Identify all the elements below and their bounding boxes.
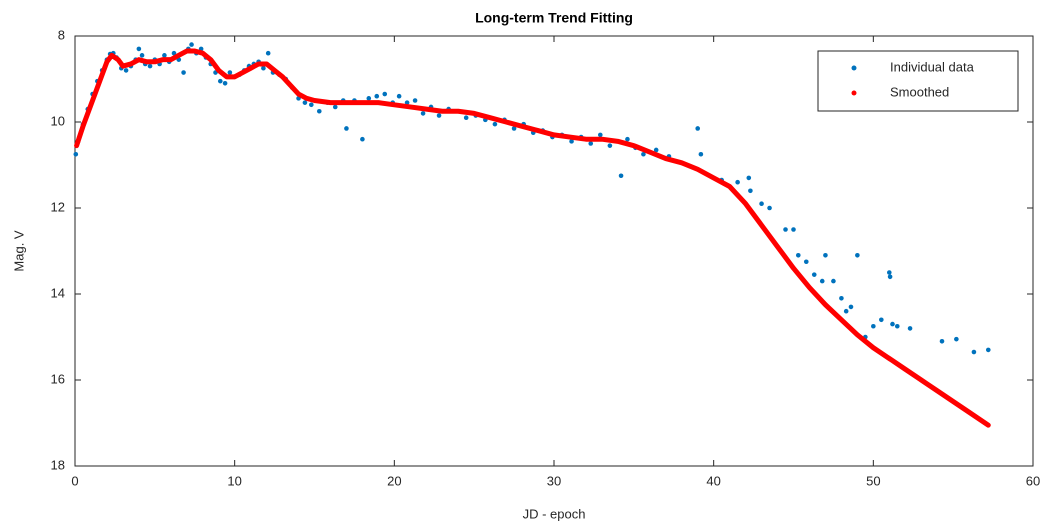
data-point bbox=[985, 347, 991, 353]
legend-marker bbox=[851, 65, 857, 71]
data-point bbox=[618, 173, 624, 179]
x-tick-label: 0 bbox=[71, 473, 78, 488]
data-point bbox=[332, 104, 338, 110]
data-point bbox=[569, 139, 574, 144]
data-point bbox=[607, 143, 613, 148]
data-point bbox=[823, 253, 828, 258]
data-point bbox=[890, 321, 895, 327]
data-point bbox=[811, 272, 817, 277]
x-tick-label: 10 bbox=[227, 473, 241, 488]
data-point bbox=[831, 278, 836, 284]
data-point bbox=[939, 339, 945, 344]
data-point bbox=[698, 151, 704, 157]
data-point bbox=[344, 126, 349, 131]
data-point bbox=[73, 151, 79, 157]
data-point bbox=[803, 259, 809, 265]
x-tick-label: 40 bbox=[706, 473, 720, 488]
data-point bbox=[147, 63, 153, 69]
data-point bbox=[588, 141, 594, 146]
data-point bbox=[162, 53, 167, 58]
data-point bbox=[396, 93, 402, 99]
data-point bbox=[171, 50, 177, 56]
y-tick-label: 14 bbox=[51, 285, 65, 300]
data-point bbox=[767, 205, 772, 211]
data-point bbox=[819, 278, 825, 284]
data-point bbox=[511, 126, 517, 131]
y-tick-label: 8 bbox=[58, 27, 65, 42]
data-point bbox=[783, 227, 788, 232]
data-point bbox=[653, 147, 659, 153]
data-point bbox=[420, 111, 426, 116]
chart-title: Long-term Trend Fitting bbox=[475, 10, 633, 26]
smoothed-line bbox=[74, 48, 991, 428]
data-point bbox=[189, 42, 194, 47]
legend-label: Individual data bbox=[890, 59, 975, 74]
data-point bbox=[887, 270, 892, 275]
data-point bbox=[136, 46, 142, 52]
data-point bbox=[795, 253, 801, 258]
data-point bbox=[907, 326, 913, 331]
data-point bbox=[412, 98, 418, 103]
data-point bbox=[598, 132, 603, 138]
data-point bbox=[855, 253, 860, 258]
data-point bbox=[641, 151, 646, 157]
data-point bbox=[404, 100, 410, 105]
data-point bbox=[746, 175, 752, 181]
data-point bbox=[879, 317, 884, 323]
data-point bbox=[971, 349, 977, 355]
data-point bbox=[848, 304, 854, 310]
data-point bbox=[791, 227, 796, 232]
data-point bbox=[843, 308, 849, 314]
y-tick-label: 12 bbox=[51, 199, 65, 214]
data-point bbox=[625, 136, 630, 142]
data-point bbox=[309, 102, 314, 108]
data-point bbox=[374, 93, 380, 99]
data-point bbox=[748, 188, 753, 194]
data-point bbox=[222, 81, 228, 86]
data-point bbox=[436, 113, 442, 118]
data-point bbox=[265, 50, 271, 56]
x-tick-label: 20 bbox=[387, 473, 401, 488]
data-point bbox=[366, 96, 372, 101]
data-point bbox=[227, 70, 233, 75]
legend-marker bbox=[851, 90, 857, 96]
y-tick-label: 18 bbox=[51, 457, 65, 472]
data-point bbox=[261, 65, 266, 71]
y-tick-label: 16 bbox=[51, 371, 65, 386]
legend-label: Smoothed bbox=[890, 84, 949, 99]
data-point bbox=[123, 68, 129, 73]
x-axis-label: JD - epoch bbox=[523, 506, 586, 521]
data-point bbox=[382, 91, 388, 97]
data-point bbox=[492, 121, 498, 127]
data-point bbox=[887, 274, 893, 280]
x-tick-label: 30 bbox=[547, 473, 561, 488]
data-point bbox=[695, 126, 700, 131]
y-axis-label: Mag. V bbox=[11, 230, 26, 272]
data-point bbox=[894, 323, 900, 329]
legend-box bbox=[817, 50, 1019, 112]
data-point bbox=[759, 201, 764, 206]
data-point bbox=[360, 136, 365, 142]
data-point bbox=[217, 78, 223, 84]
data-point bbox=[463, 115, 469, 120]
y-tick-label: 10 bbox=[51, 113, 65, 128]
data-point bbox=[954, 336, 959, 342]
data-point bbox=[871, 323, 876, 329]
x-tick-label: 60 bbox=[1026, 473, 1040, 488]
data-point bbox=[139, 53, 145, 58]
data-point bbox=[181, 70, 186, 75]
x-tick-label: 50 bbox=[866, 473, 880, 488]
data-point bbox=[316, 108, 322, 114]
data-point bbox=[302, 100, 308, 105]
data-point bbox=[735, 179, 740, 185]
data-point bbox=[839, 296, 844, 301]
